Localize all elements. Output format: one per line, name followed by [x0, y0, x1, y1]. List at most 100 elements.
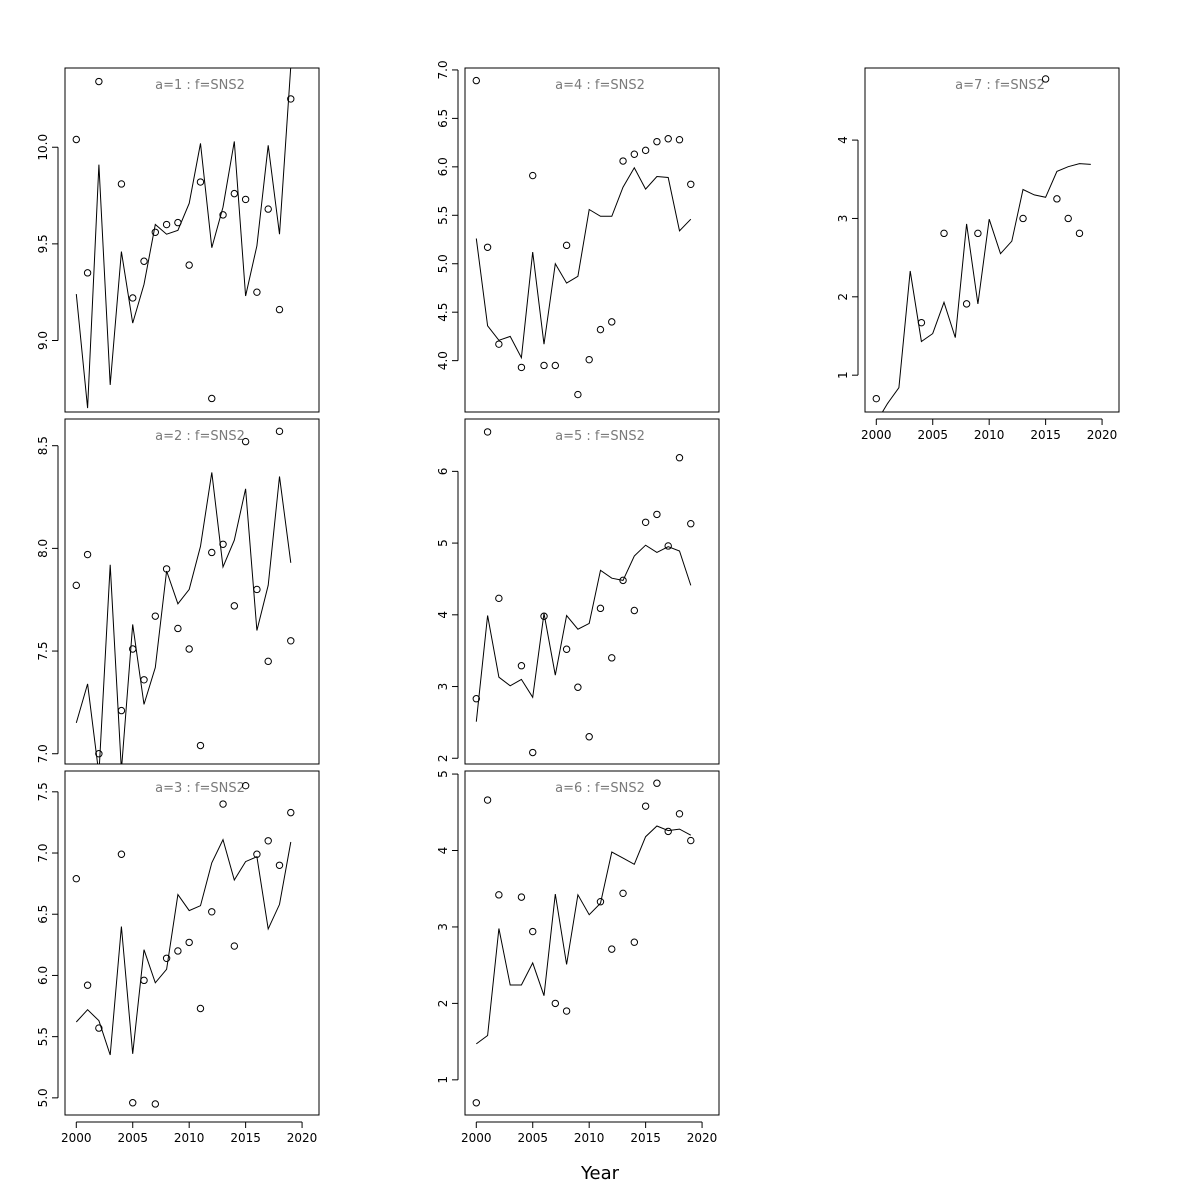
panel-2-y-tick-label: 8.0	[36, 539, 50, 558]
panel-6-x-tick-label: 2020	[687, 1131, 718, 1145]
panel-4-data	[472, 76, 695, 399]
panel-1-frame	[64, 67, 320, 413]
panel-4-title: a=4 : f=SNS2	[555, 78, 645, 93]
panel-6-observed-point	[630, 938, 639, 946]
panel-2-observed-point	[287, 637, 295, 645]
panel-7-frame	[864, 67, 1120, 413]
panel-3-x-tick-label: 2010	[174, 1131, 205, 1145]
panel-3-y-tick-label: 5.0	[36, 1088, 50, 1107]
panel-3-y-axis: 5.0 5.5 6.0 6.5 7.0 7.5	[36, 782, 59, 1107]
panel-6-observed-point	[608, 945, 616, 953]
panel-3-observed-point	[117, 850, 126, 858]
panel-2-observed-point	[140, 676, 148, 684]
panel-1-observed-point	[162, 220, 171, 229]
panel-4-observed-point	[495, 340, 503, 348]
panel-4-observed-point	[517, 363, 526, 372]
panel-3-observed-point	[208, 908, 216, 916]
panel-3: 5.0 5.5 6.0 6.5 7.0 7.5 2000 2005 2010 2015 2020 a=…	[36, 770, 320, 1145]
panel-4-y-tick-label: 5.0	[436, 254, 450, 273]
panel-4-observed-point	[483, 243, 492, 251]
panel-5: 2 3 4 5 6 a=5 : f=SNS2	[436, 418, 720, 765]
panel-2-y-tick-label: 8.5	[36, 436, 50, 455]
panel-3-observed-point	[230, 942, 239, 950]
panel-2-y-tick-label: 7.5	[36, 642, 50, 661]
panel-4-observed-point	[641, 146, 650, 155]
panel-1-observed-point	[129, 294, 137, 302]
panel-4-observed-point	[574, 390, 582, 399]
panel-2-data	[72, 427, 295, 764]
panel-1-observed-point	[219, 211, 227, 219]
panel-5-y-tick-label: 2	[436, 754, 450, 762]
panel-1-observed-point	[140, 257, 148, 265]
panel-1-observed-point	[83, 269, 92, 277]
panel-4-model-line	[475, 166, 692, 360]
panel-6-y-tick-label: 5	[436, 770, 450, 778]
panel-3-x-tick-label: 2015	[230, 1131, 261, 1145]
panel-5-observed-point	[562, 645, 571, 653]
panel-5-observed-point	[517, 662, 526, 670]
panel-4-observed-point	[596, 325, 605, 334]
panel-1-model-line	[75, 68, 292, 409]
panel-4: 4.0 4.5 5.0 5.5 6.0 6.5 7.0 a=4 : f=SNS2	[436, 60, 720, 413]
panel-6-observed-point	[517, 893, 526, 901]
panel-5-observed-point	[495, 594, 503, 603]
figure-x-axis-label: Year	[580, 1163, 620, 1184]
panel-4-observed-point	[540, 361, 548, 370]
panel-5-observed-point	[608, 654, 616, 662]
panel-3-y-tick-label: 7.0	[36, 843, 50, 862]
panel-3-observed-point	[95, 1024, 103, 1032]
panel-3-data	[72, 781, 295, 1108]
panel-4-observed-point	[687, 180, 695, 188]
panel-3-x-axis: 2000 2005 2010 2015 2020	[61, 1121, 317, 1145]
panel-6-y-tick-label: 4	[436, 847, 450, 855]
panel-6-x-axis: 2000 2005 2010 2015 2020	[461, 1121, 718, 1145]
panel-4-frame	[464, 67, 720, 413]
panel-3-observed-point	[219, 800, 227, 808]
panel-4-observed-point	[551, 361, 560, 370]
panel-6-x-tick-label: 2000	[461, 1131, 492, 1145]
panel-2-y-tick-label: 7.0	[36, 744, 50, 763]
panel-1-title: a=1 : f=SNS2	[155, 78, 245, 93]
panel-3-x-tick-label: 2005	[117, 1131, 148, 1145]
panel-2-y-axis: 7.0 7.5 8.0 8.5	[36, 436, 59, 763]
panel-2-observed-point	[174, 624, 182, 633]
panel-1-y-tick-label: 9.5	[36, 234, 50, 253]
panel-4-y-tick-label: 7.0	[436, 60, 450, 79]
panel-7-observed-point	[1019, 214, 1027, 223]
panel-5-y-axis: 2 3 4 5 6	[436, 468, 459, 762]
panel-5-observed-point	[574, 683, 582, 691]
panel-7-x-tick-label: 2000	[861, 428, 892, 442]
panel-6-y-tick-label: 3	[436, 923, 450, 931]
panel-3-observed-point	[151, 1100, 160, 1108]
panel-7-observed-point	[962, 300, 971, 308]
panel-1-observed-point	[72, 135, 80, 144]
panel-1-observed-point	[95, 77, 103, 86]
panel-5-observed-point	[585, 733, 593, 741]
panel-6-observed-point	[562, 1007, 571, 1015]
panel-3-title: a=3 : f=SNS2	[155, 781, 245, 796]
panel-2-observed-point	[185, 645, 193, 653]
panel-7-observed-point	[940, 229, 948, 238]
panel-2-frame	[64, 418, 320, 765]
panel-6-title: a=6 : f=SNS2	[555, 781, 645, 796]
panel-6-observed-point	[664, 827, 672, 836]
panel-7-observed-point	[1053, 195, 1061, 203]
panel-4-y-tick-label: 6.0	[436, 157, 450, 176]
panel-5-observed-point	[664, 542, 672, 550]
panel-4-y-tick-label: 5.5	[436, 206, 450, 225]
panel-3-observed-point	[174, 947, 182, 955]
panel-5-data	[472, 428, 695, 757]
panel-5-y-tick-label: 6	[436, 468, 450, 476]
panel-3-y-tick-label: 5.5	[36, 1027, 50, 1046]
panel-3-x-tick-label: 2000	[61, 1131, 92, 1145]
panel-1-observed-point	[275, 305, 284, 314]
panel-1-observed-point	[196, 178, 205, 186]
panel-3-model-line	[75, 838, 292, 1056]
panel-1-y-tick-label: 9.0	[36, 331, 50, 350]
panel-1-y-tick-label: 10.0	[36, 134, 50, 161]
panel-3-observed-point	[196, 1004, 205, 1013]
panel-6-observed-point	[675, 810, 684, 818]
panel-4-observed-point	[653, 137, 661, 146]
panel-6-model-line	[476, 825, 692, 1045]
panel-2-observed-point	[151, 612, 160, 620]
